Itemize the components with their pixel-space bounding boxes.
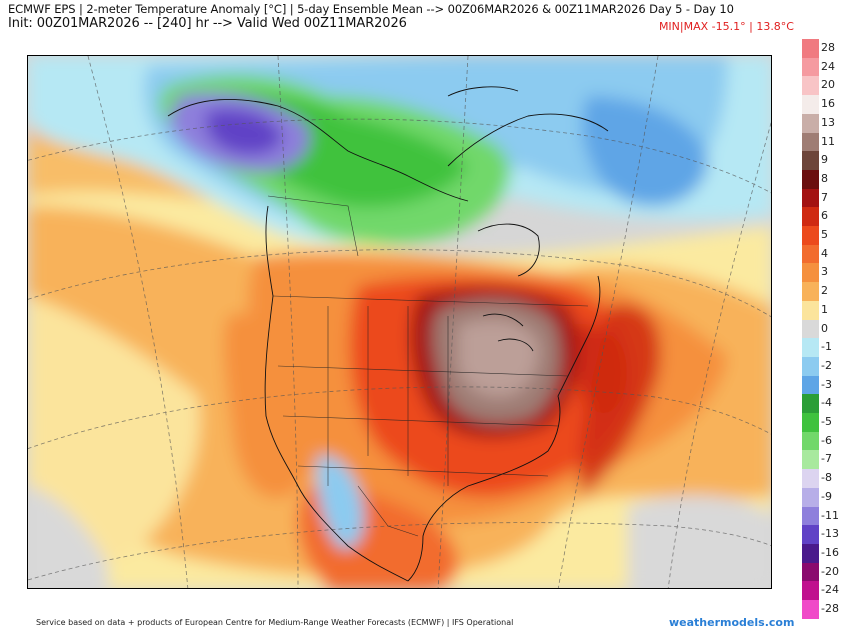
colorbar-swatch [802, 319, 819, 339]
map-title: ECMWF EPS | 2-meter Temperature Anomaly … [8, 2, 734, 16]
colorbar-swatch [802, 263, 819, 283]
colorbar-swatch [802, 600, 819, 620]
colorbar-swatch [802, 132, 819, 152]
anomaly-field [28, 56, 771, 588]
colorbar-swatch [802, 487, 819, 507]
colorbar-swatch [802, 169, 819, 190]
colorbar-swatch [802, 525, 819, 545]
colorbar-swatch [802, 356, 819, 377]
map-subtitle: Init: 00Z01MAR2026 -- [240] hr --> Valid… [8, 16, 407, 31]
colorbar-swatch [802, 226, 819, 246]
colorbar-swatch [802, 338, 819, 358]
colorbar-label: 9 [821, 153, 828, 167]
colorbar-swatch [802, 562, 819, 582]
colorbar-swatch [802, 76, 819, 96]
colorbar-swatch [802, 207, 819, 227]
coastlines [167, 86, 609, 582]
colorbar-label: -9 [821, 489, 832, 503]
colorbar-label: 20 [821, 78, 835, 92]
colorbar-label: -4 [821, 396, 832, 410]
colorbar-label: -7 [821, 452, 832, 466]
colorbar-label: 6 [821, 209, 828, 223]
colorbar-label: -20 [821, 564, 839, 578]
colorbar-swatch [802, 431, 819, 451]
colorbar-swatch [802, 300, 819, 320]
colorbar-swatch [802, 244, 819, 264]
colorbar-swatch [802, 151, 819, 171]
colorbar-swatch [802, 581, 819, 601]
colorbar-label: 5 [821, 228, 828, 241]
colorbar-label: 4 [821, 246, 828, 260]
colorbar-label: 1 [821, 302, 828, 316]
site-brand: weathermodels.com [669, 616, 795, 629]
map-canvas [28, 56, 771, 588]
colorbar-swatch [802, 188, 819, 208]
min-max-readout: MIN|MAX -15.1° | 13.8°C [658, 20, 794, 33]
colorbar-swatch [802, 282, 819, 302]
colorbar-swatch [802, 375, 819, 395]
colorbar-label: 8 [821, 171, 828, 185]
colorbar-swatch [802, 113, 819, 133]
graticule [28, 56, 771, 588]
colorbar-swatch [802, 394, 819, 414]
colorbar-label: 3 [821, 265, 828, 279]
colorbar-label: -8 [821, 471, 832, 485]
data-source-credit: Service based on data + products of Euro… [36, 618, 514, 627]
temperature-anomaly-map [27, 55, 772, 589]
colorbar-swatch [802, 543, 819, 564]
colorbar-label: -24 [821, 583, 839, 597]
colorbar-label: -6 [821, 433, 832, 447]
colorbar-label: -1 [821, 340, 832, 354]
political-borders [267, 195, 589, 537]
colorbar-label: 13 [821, 115, 835, 129]
colorbar-label: -2 [821, 358, 832, 372]
colorbar-swatch [802, 39, 819, 59]
colorbar-swatch [802, 95, 819, 115]
colorbar-label: 24 [821, 59, 835, 73]
colorbar-label: -16 [821, 545, 839, 559]
colorbar-label: 2 [821, 284, 828, 298]
colorbar-label: 16 [821, 97, 835, 111]
colorbar-swatch [802, 506, 819, 526]
colorbar-label: -5 [821, 415, 832, 428]
colorbar-label: -11 [821, 508, 839, 522]
color-scale-legend: 28 24 20 16 13 11 9 8 7 6 5 4 3 2 1 0 -1 -2 -3 -4 -5 -6 -7 -8 -9… [800, 39, 853, 620]
colorbar-label: 11 [821, 134, 835, 148]
colorbar-label: 7 [821, 190, 828, 204]
colorbar-label: 0 [821, 321, 828, 335]
colorbar-label: 28 [821, 41, 835, 54]
colorbar-swatch [802, 413, 819, 433]
colorbar-label: -13 [821, 527, 839, 541]
colorbar-label: -3 [821, 377, 832, 391]
colorbar-swatch [802, 469, 819, 489]
colorbar-label: -28 [821, 602, 839, 615]
colorbar-swatch [802, 57, 819, 77]
colorbar-swatch [802, 450, 819, 470]
